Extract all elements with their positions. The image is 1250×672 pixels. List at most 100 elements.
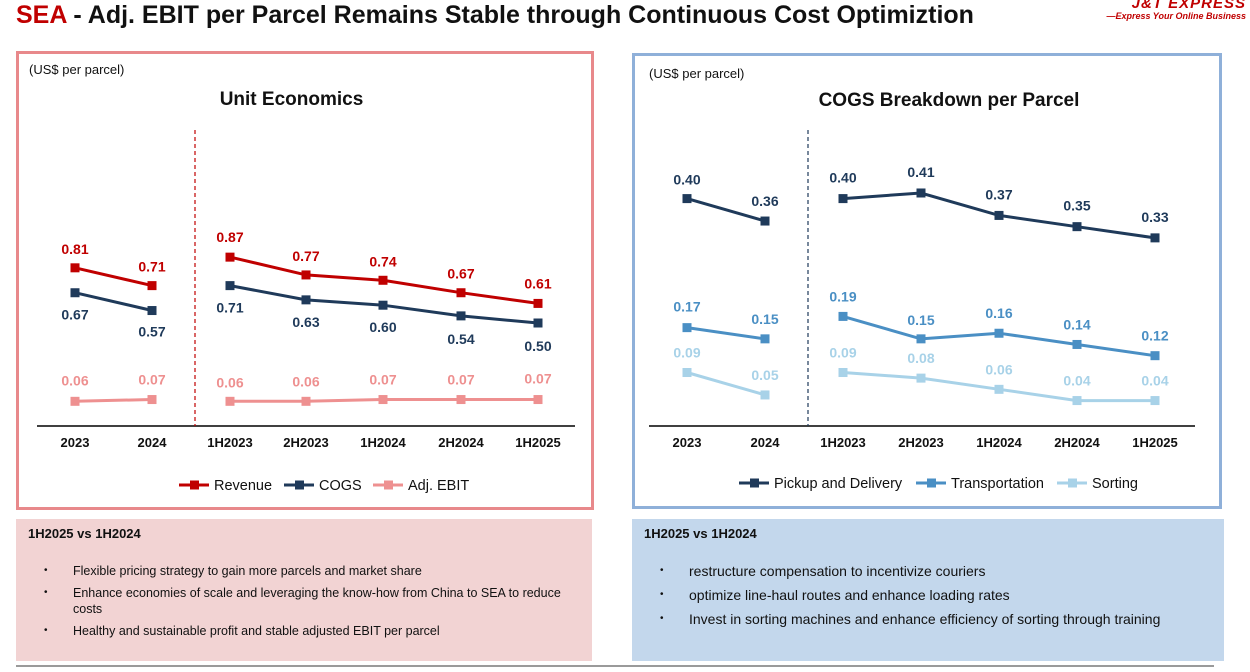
chart-title: Unit Economics	[219, 89, 364, 110]
data-label: 0.61	[524, 275, 551, 291]
data-label: 0.06	[61, 372, 88, 388]
data-point	[225, 396, 235, 406]
legend-label: Adj. EBIT	[408, 478, 469, 494]
x-tick-label: 2023	[61, 435, 90, 450]
x-tick-label: 2024	[751, 435, 781, 450]
data-point	[760, 390, 770, 400]
data-point	[225, 281, 235, 291]
data-label: 0.37	[985, 186, 1012, 202]
data-label: 0.36	[751, 193, 778, 209]
data-point	[916, 334, 926, 344]
title-region: SEA	[16, 1, 67, 29]
data-label: 0.67	[61, 307, 88, 323]
series-line-pickup-and-delivery	[686, 197, 766, 223]
bullet-icon: •	[660, 565, 664, 576]
bullet-icon: •	[44, 625, 48, 636]
data-point	[147, 306, 157, 316]
data-point	[994, 384, 1004, 394]
data-label: 0.08	[907, 350, 934, 366]
data-label: 0.06	[292, 373, 319, 389]
x-tick-label: 2023	[673, 435, 702, 450]
data-label: 0.74	[369, 253, 396, 269]
data-point	[301, 295, 311, 305]
logo-tagline: —Express Your Online Business	[1106, 11, 1246, 21]
data-label: 0.63	[292, 314, 319, 330]
data-point	[378, 300, 388, 310]
company-logo: J&T EXPRESS —Express Your Online Busines…	[1106, 0, 1246, 26]
data-label: 0.15	[907, 312, 934, 328]
x-tick-label: 1H2023	[207, 435, 253, 450]
data-point	[1072, 339, 1082, 349]
data-point	[378, 395, 388, 405]
legend-swatch-marker	[1068, 478, 1077, 488]
legend-label: Revenue	[214, 478, 272, 494]
legend-label: Transportation	[951, 476, 1044, 492]
data-point	[838, 368, 848, 378]
data-label: 0.07	[138, 372, 165, 388]
data-point	[378, 275, 388, 285]
list-item: • Healthy and sustainable profit and stab…	[44, 624, 440, 638]
data-label: 0.12	[1141, 328, 1168, 344]
data-label: 0.14	[1063, 316, 1090, 332]
series-line-revenue	[74, 266, 153, 288]
data-point	[1150, 233, 1160, 243]
data-point	[301, 396, 311, 406]
unit-note: (US$ per parcel)	[29, 62, 125, 77]
series-line-cogs	[74, 291, 153, 312]
legend-swatch-marker	[927, 478, 936, 488]
data-label: 0.67	[447, 266, 474, 282]
list-item: • Flexible pricing strategy to gain more …	[44, 564, 422, 578]
data-point	[994, 328, 1004, 338]
unit-note: (US$ per parcel)	[649, 66, 745, 81]
cogs-breakdown-panel: (US$ per parcel) COGS Breakdown per Parc…	[632, 53, 1222, 509]
data-point	[916, 373, 926, 383]
data-label: 0.09	[673, 345, 700, 361]
data-point	[838, 194, 848, 204]
data-label: 0.40	[829, 170, 856, 186]
data-point	[147, 395, 157, 405]
data-point	[1072, 222, 1082, 232]
data-label: 0.41	[907, 164, 934, 180]
legend-swatch-marker	[190, 480, 199, 490]
list-item: • Invest in sorting machines and enhance …	[660, 611, 1161, 627]
list-item: • optimize line-haul routes and enhance l…	[660, 587, 1010, 603]
data-label: 0.71	[216, 300, 243, 316]
title-text: - Adj. EBIT per Parcel Remains Stable th…	[66, 1, 974, 29]
unit-economics-chart: 2023 2024 1H2023 2H2023 1H2024 2H2024 1H2025 0.…	[37, 130, 575, 494]
x-tick-label: 2H2024	[438, 435, 484, 450]
data-point	[225, 252, 235, 262]
legend-label: Sorting	[1092, 476, 1138, 492]
bullet-icon: •	[44, 565, 48, 576]
data-point	[1150, 396, 1160, 406]
x-tick-label: 2H2024	[1054, 435, 1100, 450]
cogs-breakdown-chart: 2023 2024 1H2023 2H2023 1H2024 2H2024 1H2025 0.…	[649, 130, 1195, 492]
data-label: 0.54	[447, 331, 474, 347]
data-point	[70, 396, 80, 406]
data-label: 0.05	[751, 367, 778, 383]
x-tick-label: 2024	[138, 435, 168, 450]
left-commentary-box: 1H2025 vs 1H2024 • Flexible pricing strat…	[16, 519, 592, 661]
bullet-icon: •	[44, 587, 48, 598]
commentary-list: • restructure compensation to incentivize…	[660, 563, 1220, 635]
data-label: 0.07	[524, 371, 551, 387]
data-label: 0.87	[216, 229, 243, 245]
data-label: 0.04	[1141, 373, 1168, 389]
data-point	[301, 270, 311, 280]
data-point	[147, 281, 157, 291]
list-item: • restructure compensation to incentivize…	[660, 563, 986, 579]
commentary-list: • Flexible pricing strategy to gain more …	[44, 563, 574, 645]
data-label: 0.35	[1063, 198, 1090, 214]
data-label: 0.57	[138, 324, 165, 340]
data-point	[533, 318, 543, 328]
data-label: 0.50	[524, 338, 551, 354]
data-label: 0.06	[216, 374, 243, 390]
series-line-sorting	[686, 371, 766, 397]
data-label: 0.71	[138, 259, 165, 275]
unit-economics-panel: (US$ per parcel) Unit Economics 2023 2024…	[16, 51, 594, 510]
data-point	[682, 323, 692, 333]
legend-label: COGS	[319, 478, 362, 494]
legend-swatch-marker	[295, 480, 304, 490]
data-label: 0.60	[369, 319, 396, 335]
footer-divider	[16, 665, 1214, 667]
data-point	[760, 216, 770, 226]
